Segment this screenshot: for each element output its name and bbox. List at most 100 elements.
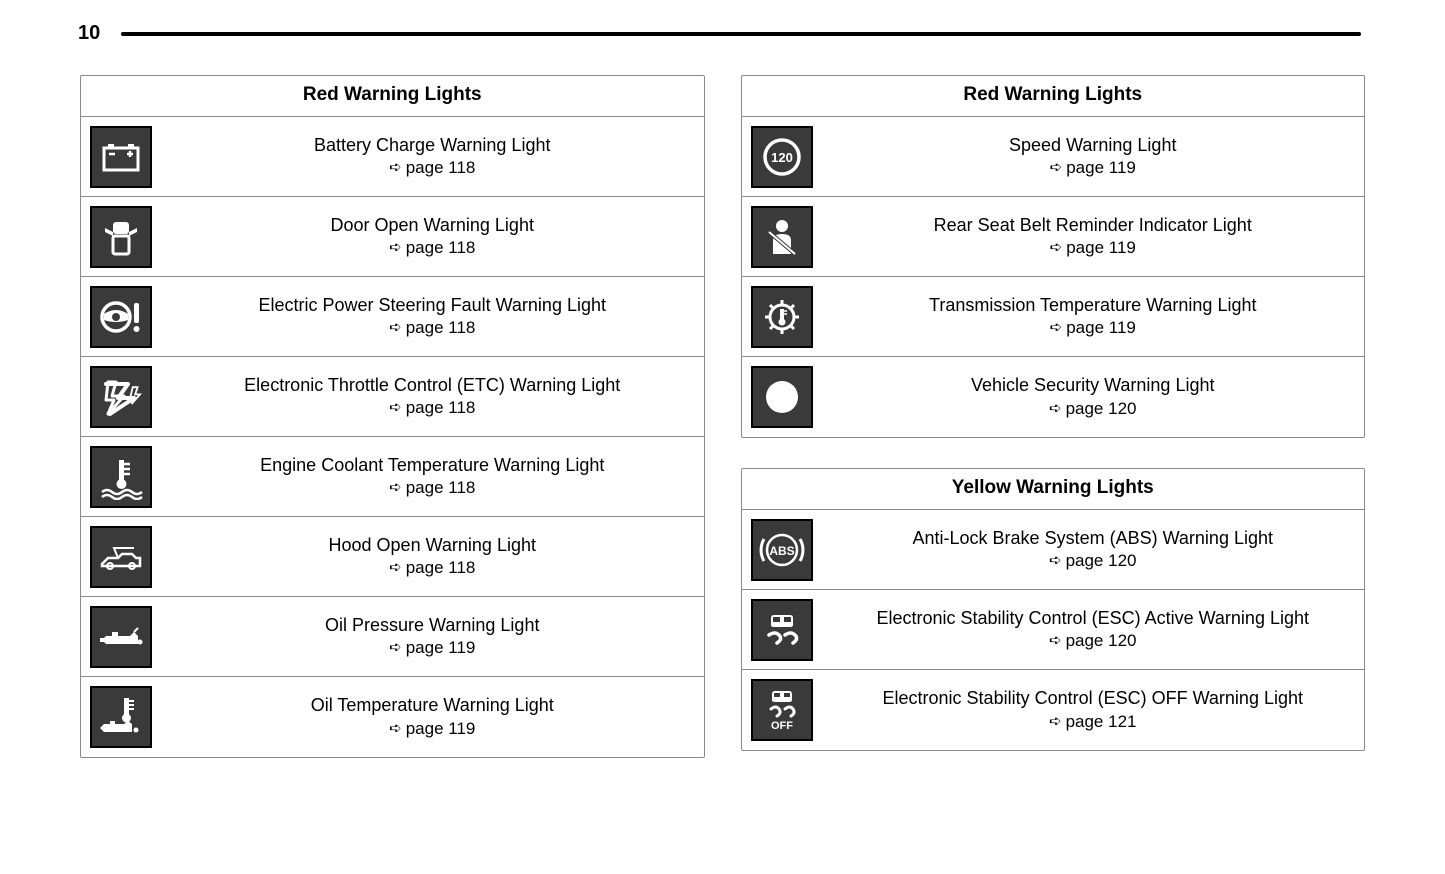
table-row: Oil Temperature Warning Light ➪page 119 bbox=[81, 677, 704, 757]
table-row: OFF Electronic Stability Control (ESC) O… bbox=[742, 670, 1365, 750]
page-ref: ➪page 119 bbox=[1050, 317, 1136, 340]
table-title: Red Warning Lights bbox=[742, 76, 1365, 117]
warning-label: Speed Warning Light bbox=[1009, 133, 1176, 157]
security-icon bbox=[751, 366, 813, 428]
page-ref: ➪page 120 bbox=[1049, 550, 1137, 573]
table-row: Electronic Throttle Control (ETC) Warnin… bbox=[81, 357, 704, 437]
table-row: 120 Speed Warning Light ➪page 119 bbox=[742, 117, 1365, 197]
text-cell: Hood Open Warning Light ➪page 118 bbox=[161, 517, 704, 596]
columns: Red Warning Lights bbox=[0, 45, 1445, 758]
warning-label: Hood Open Warning Light bbox=[329, 533, 536, 557]
page-ref: ➪page 121 bbox=[1049, 711, 1137, 734]
page-ref: ➪page 119 bbox=[389, 718, 475, 741]
left-column: Red Warning Lights bbox=[80, 75, 705, 758]
right-table-1: Red Warning Lights 120 Speed Warning Lig… bbox=[741, 75, 1366, 438]
warning-label: Oil Pressure Warning Light bbox=[325, 613, 539, 637]
warning-label: Battery Charge Warning Light bbox=[314, 133, 550, 157]
hood-open-icon bbox=[90, 526, 152, 588]
left-table: Red Warning Lights bbox=[80, 75, 705, 758]
page-ref: ➪page 118 bbox=[389, 157, 475, 180]
page-ref: ➪page 118 bbox=[389, 317, 475, 340]
eps-icon bbox=[90, 286, 152, 348]
text-cell: Electronic Stability Control (ESC) Activ… bbox=[822, 590, 1365, 669]
oil-pressure-icon bbox=[90, 606, 152, 668]
coolant-temp-icon bbox=[90, 446, 152, 508]
table-title: Red Warning Lights bbox=[81, 76, 704, 117]
warning-label: Rear Seat Belt Reminder Indicator Light bbox=[934, 213, 1252, 237]
text-cell: Electronic Throttle Control (ETC) Warnin… bbox=[161, 357, 704, 436]
icon-cell bbox=[81, 677, 161, 757]
icon-cell bbox=[742, 357, 822, 437]
icon-cell: 120 bbox=[742, 117, 822, 196]
page-ref: ➪page 119 bbox=[1050, 157, 1136, 180]
warning-label: Door Open Warning Light bbox=[331, 213, 534, 237]
table-row: ABS Anti-Lock Brake System (ABS) Warning… bbox=[742, 510, 1365, 590]
esc-off-icon: OFF bbox=[751, 679, 813, 741]
table-row: Engine Coolant Temperature Warning Light… bbox=[81, 437, 704, 517]
page-ref: ➪page 119 bbox=[389, 637, 475, 660]
page-container: 10 Red Warning Lights bbox=[0, 0, 1445, 874]
table-row: Electronic Stability Control (ESC) Activ… bbox=[742, 590, 1365, 670]
table-row: Battery Charge Warning Light ➪page 118 bbox=[81, 117, 704, 197]
battery-icon bbox=[90, 126, 152, 188]
speed-120-icon: 120 bbox=[751, 126, 813, 188]
page-ref: ➪page 118 bbox=[389, 237, 475, 260]
trans-temp-icon bbox=[751, 286, 813, 348]
oil-temp-icon bbox=[90, 686, 152, 748]
icon-cell bbox=[81, 437, 161, 516]
abs-icon: ABS bbox=[751, 519, 813, 581]
text-cell: Oil Temperature Warning Light ➪page 119 bbox=[161, 677, 704, 757]
icon-cell bbox=[81, 517, 161, 596]
text-cell: Electronic Stability Control (ESC) OFF W… bbox=[822, 670, 1365, 750]
svg-text:ABS: ABS bbox=[769, 544, 794, 558]
text-cell: Rear Seat Belt Reminder Indicator Light … bbox=[822, 197, 1365, 276]
door-open-icon bbox=[90, 206, 152, 268]
page-number: 10 bbox=[78, 22, 100, 45]
warning-label: Transmission Temperature Warning Light bbox=[929, 293, 1256, 317]
svg-text:120: 120 bbox=[771, 150, 793, 165]
esc-active-icon bbox=[751, 599, 813, 661]
right-table-2: Yellow Warning Lights ABS bbox=[741, 468, 1366, 751]
warning-label: Engine Coolant Temperature Warning Light bbox=[260, 453, 604, 477]
right-column: Red Warning Lights 120 Speed Warning Lig… bbox=[741, 75, 1366, 758]
table-row: Electric Power Steering Fault Warning Li… bbox=[81, 277, 704, 357]
page-ref: ➪page 119 bbox=[1050, 237, 1136, 260]
text-cell: Oil Pressure Warning Light ➪page 119 bbox=[161, 597, 704, 676]
text-cell: Door Open Warning Light ➪page 118 bbox=[161, 197, 704, 276]
table-row: Rear Seat Belt Reminder Indicator Light … bbox=[742, 197, 1365, 277]
table-row: Hood Open Warning Light ➪page 118 bbox=[81, 517, 704, 597]
text-cell: Engine Coolant Temperature Warning Light… bbox=[161, 437, 704, 516]
icon-cell bbox=[742, 590, 822, 669]
svg-text:OFF: OFF bbox=[771, 720, 793, 732]
warning-label: Electronic Stability Control (ESC) OFF W… bbox=[883, 686, 1303, 710]
icon-cell bbox=[81, 197, 161, 276]
text-cell: Vehicle Security Warning Light ➪page 120 bbox=[822, 357, 1365, 437]
table-row: Door Open Warning Light ➪page 118 bbox=[81, 197, 704, 277]
warning-label: Electronic Throttle Control (ETC) Warnin… bbox=[244, 373, 620, 397]
seatbelt-icon bbox=[751, 206, 813, 268]
text-cell: Anti-Lock Brake System (ABS) Warning Lig… bbox=[822, 510, 1365, 589]
icon-cell bbox=[742, 277, 822, 356]
table-title: Yellow Warning Lights bbox=[742, 469, 1365, 510]
icon-cell bbox=[81, 117, 161, 196]
etc-icon bbox=[90, 366, 152, 428]
text-cell: Battery Charge Warning Light ➪page 118 bbox=[161, 117, 704, 196]
warning-label: Oil Temperature Warning Light bbox=[311, 693, 554, 717]
warning-label: Vehicle Security Warning Light bbox=[971, 373, 1214, 397]
page-header: 10 bbox=[0, 0, 1445, 45]
warning-label: Anti-Lock Brake System (ABS) Warning Lig… bbox=[913, 526, 1273, 550]
page-ref: ➪page 118 bbox=[389, 397, 475, 420]
text-cell: Transmission Temperature Warning Light ➪… bbox=[822, 277, 1365, 356]
warning-label: Electric Power Steering Fault Warning Li… bbox=[259, 293, 606, 317]
text-cell: Electric Power Steering Fault Warning Li… bbox=[161, 277, 704, 356]
page-ref: ➪page 118 bbox=[389, 557, 475, 580]
header-rule bbox=[121, 32, 1361, 36]
page-ref: ➪page 118 bbox=[389, 477, 475, 500]
icon-cell bbox=[81, 357, 161, 436]
table-row: Vehicle Security Warning Light ➪page 120 bbox=[742, 357, 1365, 437]
table-row: Oil Pressure Warning Light ➪page 119 bbox=[81, 597, 704, 677]
table-row: Transmission Temperature Warning Light ➪… bbox=[742, 277, 1365, 357]
icon-cell bbox=[81, 597, 161, 676]
warning-label: Electronic Stability Control (ESC) Activ… bbox=[876, 606, 1309, 630]
icon-cell bbox=[742, 197, 822, 276]
